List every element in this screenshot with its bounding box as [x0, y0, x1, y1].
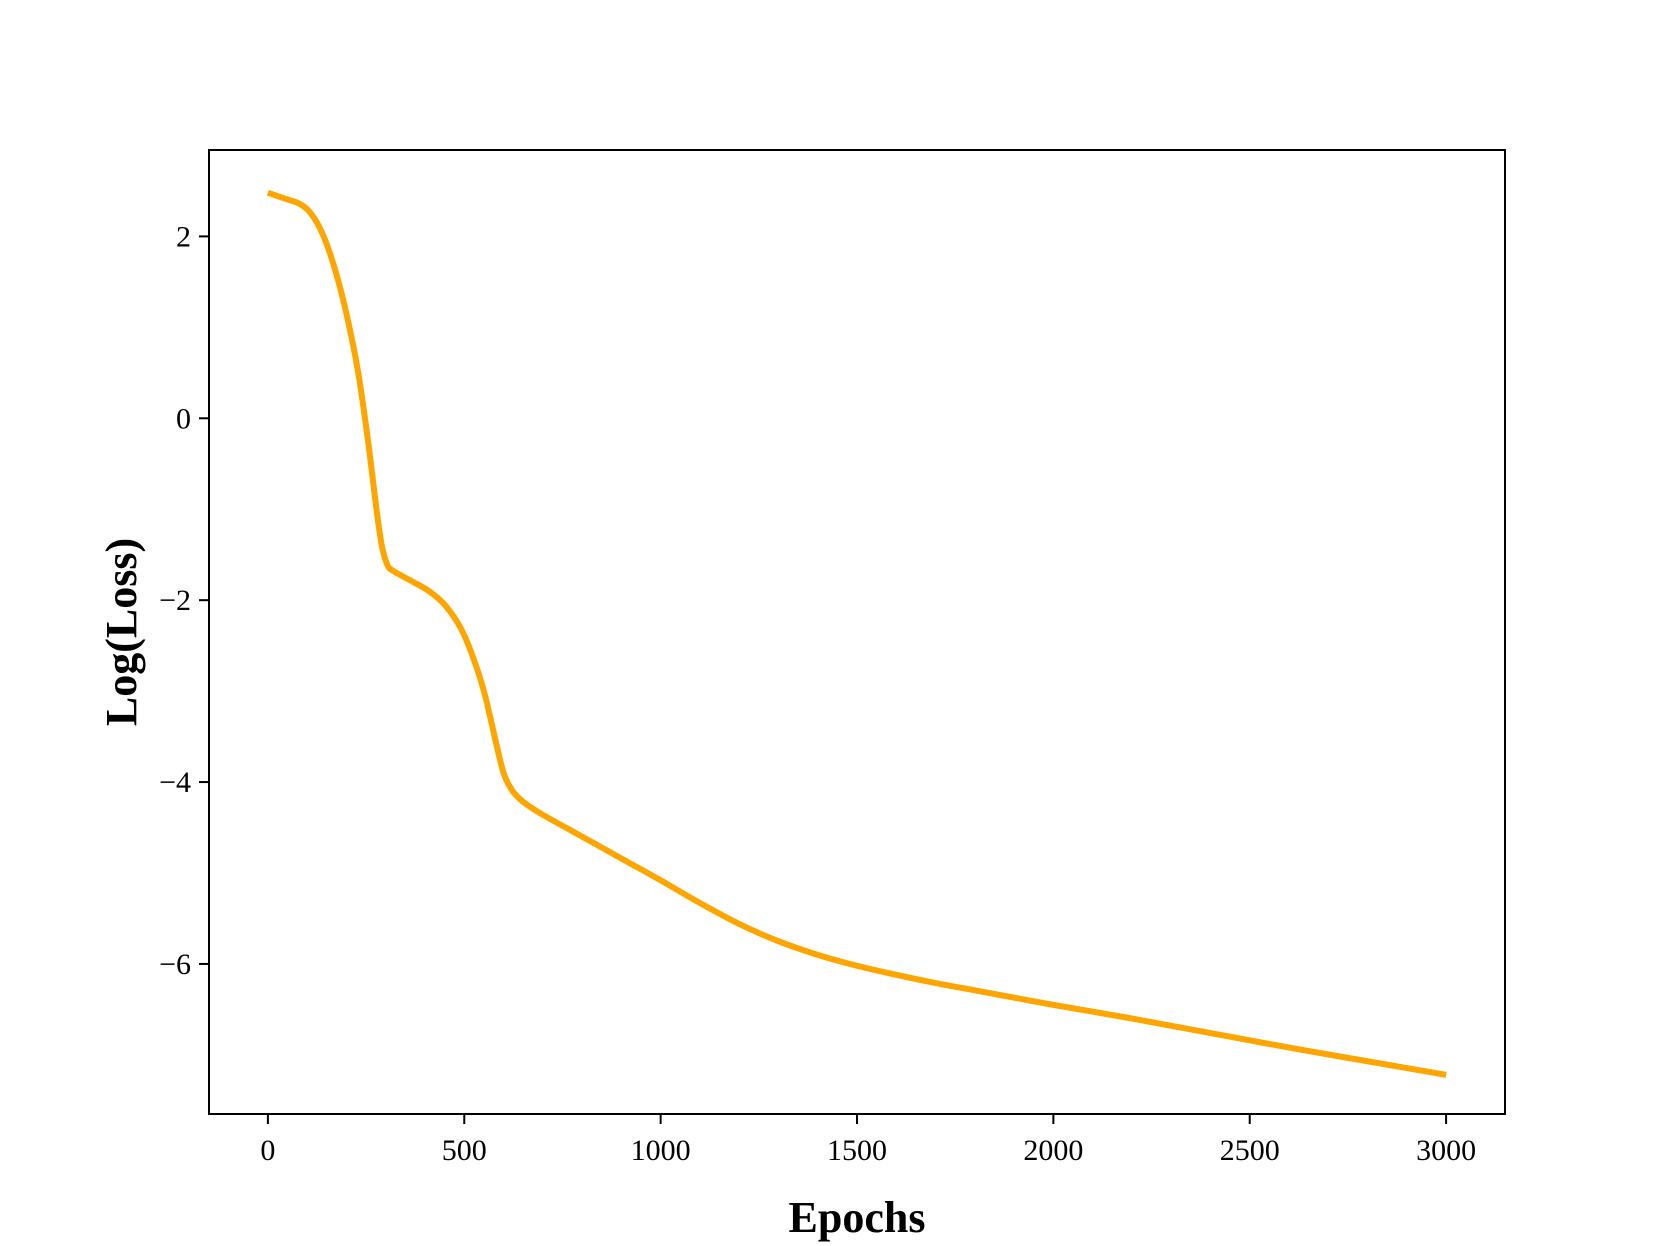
x-tick-label: 0: [260, 1134, 275, 1167]
y-axis: 2 0 −2 −4 −6: [159, 220, 209, 981]
y-tick-label: 0: [176, 402, 191, 435]
y-tick-label: −2: [159, 584, 191, 617]
x-axis-label: Epochs: [789, 1193, 926, 1242]
x-tick-label: 2000: [1023, 1134, 1083, 1167]
y-tick-label: −4: [159, 766, 191, 799]
y-axis-label: Log(Loss): [97, 538, 146, 726]
x-tick-label: 2500: [1220, 1134, 1280, 1167]
x-tick-label: 3000: [1416, 1134, 1476, 1167]
x-tick-label: 1500: [827, 1134, 887, 1167]
plot-layer: [266, 189, 1447, 1078]
x-tick-label: 1000: [631, 1134, 691, 1167]
y-tick-label: 2: [176, 220, 191, 253]
x-tick-label: 500: [442, 1134, 487, 1167]
loss-series-line: [266, 189, 1447, 1078]
y-tick-label: −6: [159, 948, 191, 981]
x-axis: 0 500 1000 1500 2000 2500 3000: [260, 1114, 1476, 1167]
